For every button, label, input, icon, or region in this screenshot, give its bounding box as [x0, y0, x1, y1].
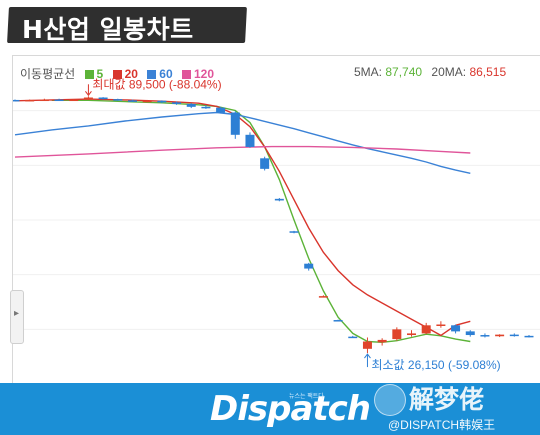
ma-line-20	[14, 98, 471, 337]
legend-item-60[interactable]: 60	[147, 67, 173, 81]
ma20-label: 20MA:	[431, 65, 467, 79]
legend-label-120: 120	[193, 67, 215, 81]
candle-body	[304, 263, 314, 269]
brand-logo: Dispatch	[210, 389, 371, 429]
candle-body	[201, 106, 211, 109]
candle-body	[465, 331, 475, 336]
watermark-title: 解梦佬	[409, 386, 485, 414]
ma-line-60	[14, 111, 471, 174]
ma-line-120	[14, 145, 471, 158]
legend-swatch-120	[181, 70, 191, 79]
watermark-logo-icon	[374, 384, 406, 416]
candle-body	[392, 329, 402, 340]
candle-body	[13, 99, 20, 102]
chart-frame: 최대값 89,500 (-88.04%) 최소값 26,150 (-59.08%)	[12, 55, 540, 384]
chart-title: H산업 일봉차트	[22, 15, 194, 44]
ma5-value: 87,740	[385, 65, 423, 79]
candle-body	[377, 339, 387, 343]
legend-swatch-20	[112, 70, 122, 79]
max-annotation: 최대값 89,500 (-88.04%)	[92, 77, 221, 91]
candle-body	[421, 325, 431, 334]
candle-body	[260, 158, 270, 169]
legend-swatch-60	[147, 70, 157, 79]
candle-body	[186, 103, 196, 107]
candle-body	[25, 99, 35, 102]
candle-body	[524, 335, 534, 338]
chevron-right-icon: ▸	[14, 308, 20, 319]
candle-body	[172, 102, 182, 104]
ma-readout: 5MA: 87,740 20MA: 86,515	[354, 65, 506, 79]
min-arrow-icon	[364, 353, 371, 359]
legend-label-5: 5	[96, 67, 104, 81]
candle-body	[230, 112, 240, 135]
candle-body	[54, 99, 64, 102]
candle-body	[113, 99, 123, 101]
candle-body	[318, 296, 328, 298]
candle-body	[362, 341, 372, 349]
price-chart: 최대값 89,500 (-88.04%) 최소값 26,150 (-59.08%)	[13, 77, 540, 372]
legend-item-120[interactable]: 120	[181, 67, 215, 81]
brand-tagline: 뉴스는 팩트다	[289, 394, 324, 400]
ma20-value: 86,515	[469, 65, 507, 79]
candle-body	[289, 231, 299, 233]
legend-label-60: 60	[159, 67, 173, 81]
legend-label: 이동평균선	[20, 67, 76, 81]
candle-body	[509, 334, 519, 337]
candle-body	[333, 320, 343, 322]
candle-body	[495, 334, 505, 337]
legend-label-20: 20	[124, 67, 138, 81]
candle-body	[348, 336, 358, 339]
candle-body	[98, 97, 108, 100]
candle-body	[83, 97, 93, 100]
candle-body	[157, 100, 167, 103]
max-arrow-icon	[85, 90, 92, 97]
candle-body	[451, 325, 461, 332]
candle-body	[39, 99, 49, 102]
candle-body	[127, 100, 137, 102]
ma-legend: 이동평균선 5 20 60 120	[20, 65, 214, 82]
candle-body	[436, 324, 446, 326]
candle-body	[274, 198, 284, 201]
footer-bar	[0, 383, 540, 435]
candle-body	[69, 99, 79, 102]
candle-body	[245, 134, 255, 147]
ma5-label: 5MA:	[354, 65, 383, 79]
legend-swatch-5	[84, 70, 94, 79]
candle-body	[407, 333, 417, 336]
candle-body	[216, 107, 226, 113]
watermark-handle: @DISPATCH韩娱王	[388, 418, 496, 432]
min-annotation: 최소값 26,150 (-59.08%)	[371, 358, 500, 372]
candle-body	[142, 100, 152, 103]
candle-body	[480, 335, 490, 337]
side-scroll-handle[interactable]: ▸	[10, 290, 24, 344]
ma-line-5	[51, 99, 471, 344]
legend-item-5[interactable]: 5	[84, 67, 104, 81]
legend-item-20[interactable]: 20	[112, 67, 138, 81]
